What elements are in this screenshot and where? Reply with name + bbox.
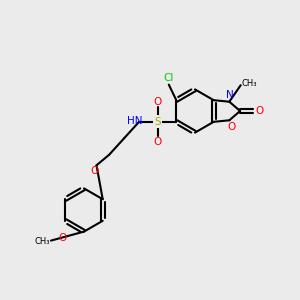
Text: CH₃: CH₃: [34, 237, 50, 246]
Text: O: O: [91, 166, 99, 176]
Text: O: O: [255, 106, 263, 116]
Text: O: O: [228, 122, 236, 132]
Text: S: S: [154, 117, 161, 127]
Text: HN: HN: [127, 116, 142, 126]
Text: N: N: [226, 90, 234, 100]
Text: O: O: [154, 97, 162, 107]
Text: CH₃: CH₃: [242, 80, 257, 88]
Text: O: O: [58, 232, 66, 243]
Text: O: O: [154, 136, 162, 147]
Text: Cl: Cl: [163, 73, 173, 83]
